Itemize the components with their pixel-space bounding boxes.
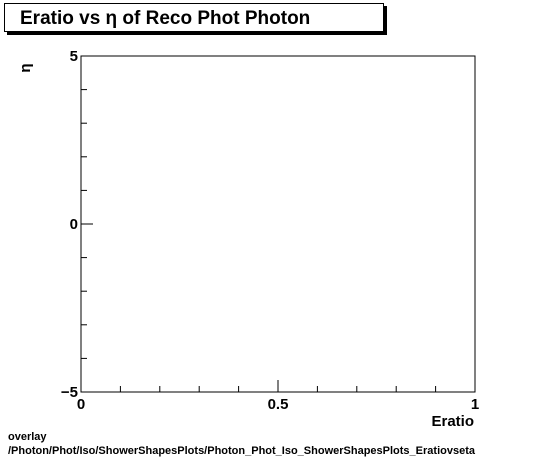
y-tick-label: 0: [70, 216, 78, 233]
y-axis-label: η: [17, 63, 34, 72]
plot-area: 0 0.5 150−5 Eratio η: [17, 48, 479, 430]
axis-ticks: [80, 55, 476, 393]
chart-title-box: Eratio vs η of Reco Phot Photon: [4, 3, 384, 32]
plot-frame: [80, 55, 476, 393]
x-tick-label: 0: [77, 396, 85, 413]
footer-path-label: /Photon/Phot/Iso/ShowerShapesPlots/Photo…: [8, 445, 475, 457]
axis-tick-labels: 0 0.5 150−5: [61, 48, 479, 413]
chart-title: Eratio vs η of Reco Phot Photon: [20, 8, 311, 29]
x-tick-label: 1: [471, 396, 479, 413]
x-axis-label: Eratio: [431, 413, 474, 430]
x-tick-label: 0.5: [268, 396, 289, 413]
y-tick-label: −5: [61, 384, 78, 401]
footer-overlay-label: overlay: [8, 431, 47, 443]
y-tick-label: 5: [70, 48, 78, 65]
